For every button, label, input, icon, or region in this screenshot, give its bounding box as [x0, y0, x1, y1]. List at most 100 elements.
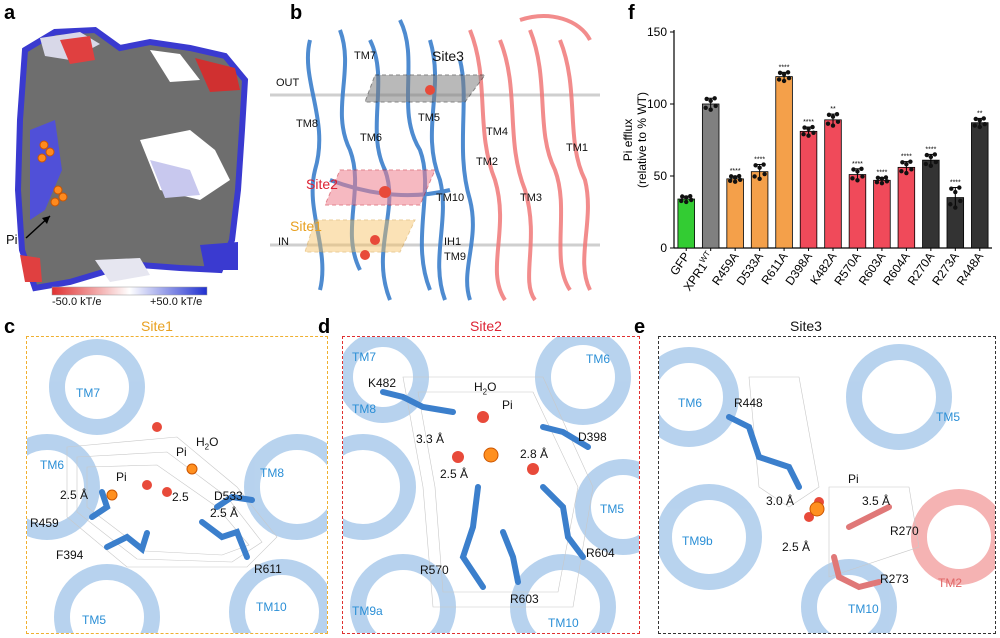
data-point: [972, 123, 977, 128]
site2-title: Site2: [470, 318, 502, 334]
data-point: [762, 171, 767, 177]
site1-tm6: TM6: [40, 458, 64, 472]
data-point: [732, 179, 738, 184]
site3-title: Site3: [790, 318, 822, 334]
scale-max-label: +50.0 kT/e: [150, 296, 203, 308]
site3-label: Site3: [432, 48, 464, 64]
bar-R459A: [726, 178, 744, 249]
data-point: [825, 121, 831, 126]
data-point: [904, 161, 909, 167]
data-point: [752, 174, 757, 179]
data-point: [923, 161, 929, 167]
data-point: [806, 126, 811, 132]
y-tick-label: 0: [660, 241, 667, 255]
data-point: [908, 159, 913, 164]
data-point: [776, 77, 782, 82]
site1-ligand-pi-1: Pi: [116, 470, 127, 484]
data-point: [737, 177, 743, 183]
tm7-label: TM7: [354, 50, 376, 62]
x-tick-label-R448A: R448A: [954, 250, 987, 288]
significance-label: **: [977, 110, 983, 117]
site1-tm5: TM5: [82, 613, 106, 627]
data-point: [802, 125, 807, 130]
significance-label: ****: [950, 180, 961, 187]
in-label: IN: [278, 236, 289, 248]
site1-title: Site1: [141, 318, 173, 334]
tm8-label: TM8: [296, 118, 318, 130]
data-point: [949, 186, 954, 191]
site1-res-f394: F394: [56, 548, 84, 562]
data-point: [879, 176, 885, 181]
data-point: [826, 112, 832, 117]
site3-tm6: TM6: [678, 396, 702, 410]
site3-structure: [659, 344, 995, 633]
site1-tm10: TM10: [256, 600, 287, 614]
site2-res-k482: K482: [368, 376, 397, 390]
data-point: [953, 189, 958, 195]
tm10-label: TM10: [436, 192, 465, 204]
site3-tm5: TM5: [936, 410, 960, 424]
tm6-label: TM6: [360, 132, 382, 144]
data-point: [973, 116, 978, 122]
site3-tm2: TM2: [938, 576, 962, 590]
data-point: [713, 103, 718, 109]
data-point: [977, 124, 982, 130]
data-point: [909, 167, 914, 172]
significance-label: **: [830, 106, 836, 113]
data-point: [684, 199, 689, 205]
panel-letter-f: f: [628, 2, 635, 24]
data-point: [810, 124, 815, 130]
site1-label: Site1: [290, 218, 322, 234]
y-tick-label: 100: [647, 97, 667, 111]
data-point: [875, 175, 881, 180]
bar-R448A: [971, 122, 989, 249]
site2-detail-panel: [342, 336, 640, 634]
significance-label: ****: [779, 64, 790, 71]
site2-res-r604: R604: [586, 546, 615, 560]
bar-R270A: [922, 159, 940, 249]
data-point: [757, 176, 762, 182]
data-point: [958, 198, 963, 204]
site3-distance-3: 2.5 Å: [782, 540, 811, 554]
data-point: [924, 152, 930, 158]
significance-label: ****: [901, 154, 912, 161]
site2-tm7: TM7: [352, 350, 376, 364]
data-point: [933, 159, 939, 165]
bar-K482A: [824, 119, 842, 249]
site2-ligand-h2o: H2O: [474, 380, 497, 397]
data-point: [811, 130, 816, 135]
significance-label: ****: [925, 146, 936, 153]
significance-label: ****: [754, 156, 765, 163]
data-point: [712, 96, 717, 101]
data-point: [785, 70, 791, 75]
site2-res-d398: D398: [578, 430, 607, 444]
panel-letter-c: c: [4, 316, 16, 338]
bar-R570A: [848, 174, 867, 249]
site2-tm9a: TM9a: [352, 604, 383, 618]
site3-tm9b: TM9b: [682, 534, 713, 548]
y-axis-label: Pi efflux: [621, 119, 635, 161]
out-label: OUT: [276, 77, 300, 89]
data-point: [761, 162, 766, 167]
bar-D398A: [799, 130, 818, 249]
site2-tm5: TM5: [600, 502, 624, 516]
tm1-label: TM1: [566, 142, 588, 154]
site3-tm10: TM10: [848, 602, 879, 616]
data-point: [904, 170, 909, 176]
bar-D533A: [750, 171, 769, 249]
data-point: [948, 202, 953, 207]
data-point: [753, 163, 758, 168]
data-point: [884, 179, 890, 184]
data-point: [977, 118, 982, 123]
site2-res-r570: R570: [420, 563, 449, 577]
significance-label: ****: [876, 169, 887, 176]
site3-ligand-pi: Pi: [848, 472, 859, 486]
data-point: [680, 194, 685, 199]
data-point: [957, 185, 962, 190]
tm5-label: TM5: [418, 112, 440, 124]
site2-tm6: TM6: [586, 352, 610, 366]
data-point: [728, 174, 734, 179]
data-point: [883, 175, 889, 180]
site1-res-r611: R611: [254, 562, 282, 576]
data-point: [982, 121, 987, 127]
